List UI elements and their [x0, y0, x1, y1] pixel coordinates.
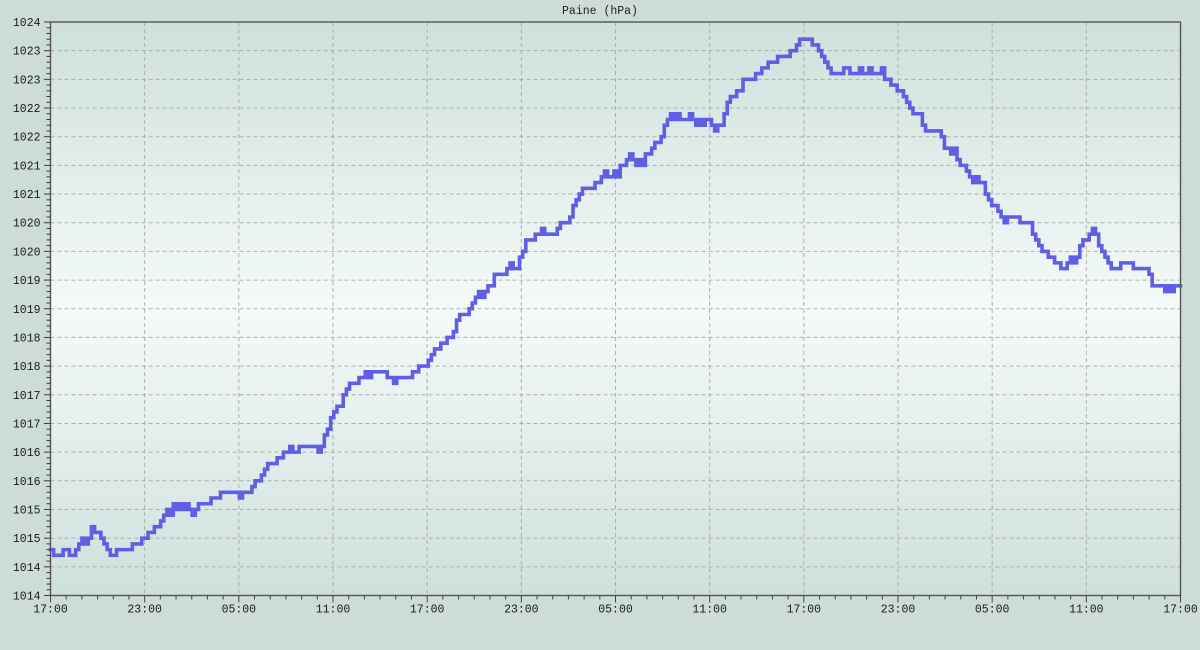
svg-text:23:00: 23:00	[881, 604, 916, 617]
svg-text:1015: 1015	[13, 533, 41, 546]
svg-text:1014: 1014	[13, 591, 41, 604]
svg-text:Paine (hPa): Paine (hPa)	[562, 5, 638, 18]
svg-text:1020: 1020	[13, 246, 41, 259]
svg-text:17:00: 17:00	[1163, 604, 1198, 617]
svg-text:1022: 1022	[13, 132, 41, 145]
svg-text:1021: 1021	[13, 160, 41, 173]
svg-text:1023: 1023	[13, 46, 41, 59]
svg-text:11:00: 11:00	[1069, 604, 1104, 617]
svg-text:05:00: 05:00	[975, 604, 1010, 617]
svg-text:05:00: 05:00	[598, 604, 633, 617]
svg-text:1014: 1014	[13, 562, 41, 575]
svg-text:1020: 1020	[13, 218, 41, 231]
svg-text:17:00: 17:00	[787, 604, 822, 617]
svg-text:1016: 1016	[13, 476, 41, 489]
svg-text:17:00: 17:00	[410, 604, 445, 617]
svg-text:11:00: 11:00	[692, 604, 727, 617]
svg-text:23:00: 23:00	[127, 604, 162, 617]
svg-text:1017: 1017	[13, 418, 41, 431]
svg-text:23:00: 23:00	[504, 604, 539, 617]
svg-text:1015: 1015	[13, 504, 41, 517]
svg-text:1018: 1018	[13, 332, 41, 345]
svg-text:1019: 1019	[13, 304, 41, 317]
svg-text:1017: 1017	[13, 390, 41, 403]
svg-text:1019: 1019	[13, 275, 41, 288]
svg-text:1022: 1022	[13, 103, 41, 116]
svg-text:1018: 1018	[13, 361, 41, 374]
svg-text:1023: 1023	[13, 74, 41, 87]
svg-text:17:00: 17:00	[33, 604, 68, 617]
svg-text:11:00: 11:00	[316, 604, 351, 617]
svg-text:1024: 1024	[13, 17, 41, 30]
svg-text:05:00: 05:00	[222, 604, 257, 617]
svg-text:1016: 1016	[13, 447, 41, 460]
svg-text:1021: 1021	[13, 189, 41, 202]
